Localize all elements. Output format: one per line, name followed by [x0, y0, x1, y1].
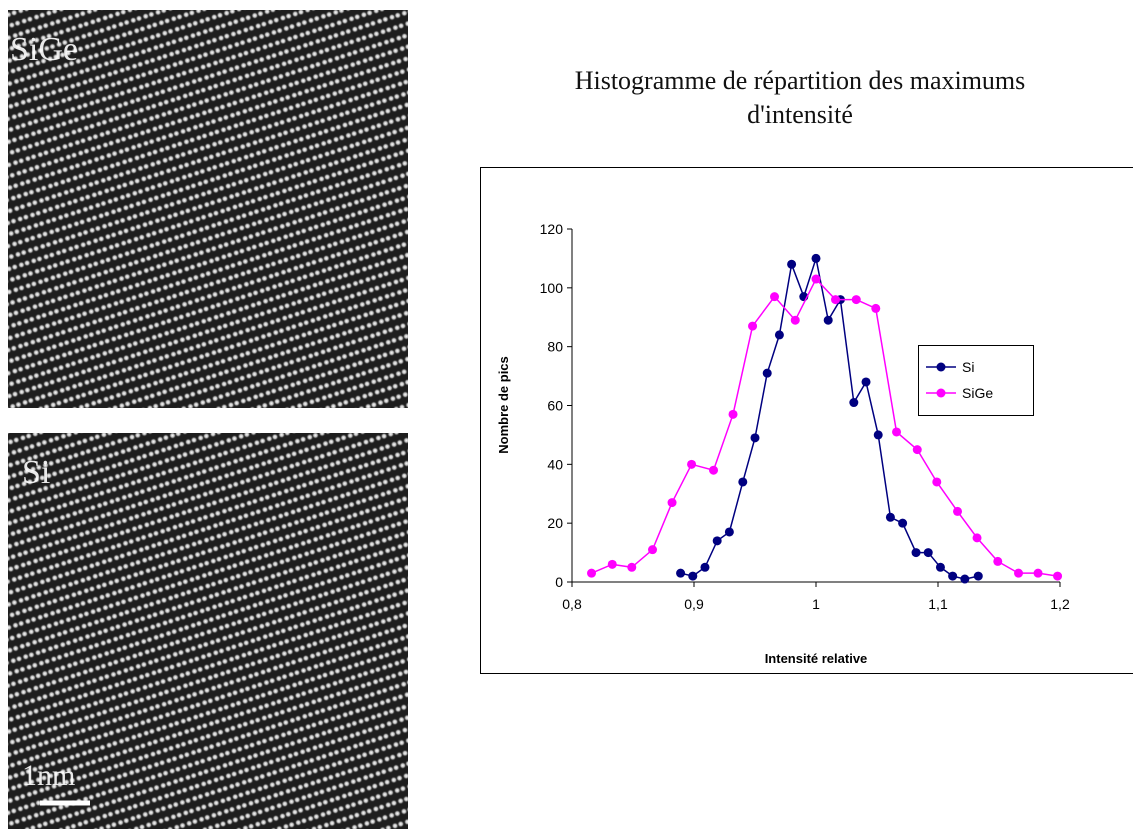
- legend-marker: [936, 388, 946, 398]
- legend-box: [918, 345, 1034, 416]
- data-point: [687, 459, 697, 469]
- data-point: [873, 430, 883, 440]
- data-point: [724, 527, 734, 537]
- x-tick-label: 1,2: [1050, 596, 1070, 612]
- data-point: [948, 571, 958, 581]
- data-point: [770, 292, 780, 302]
- data-point: [762, 368, 772, 378]
- data-point: [831, 295, 841, 305]
- chart-frame: [480, 167, 1133, 674]
- x-tick-label: 0,9: [684, 596, 704, 612]
- y-tick-label: 80: [547, 339, 563, 355]
- image-label: SiGe: [10, 31, 78, 68]
- data-point: [667, 498, 677, 508]
- data-point: [932, 477, 942, 487]
- legend-label: SiGe: [962, 385, 993, 401]
- y-tick-label: 20: [547, 515, 563, 531]
- data-point: [774, 330, 784, 340]
- data-point: [811, 253, 821, 263]
- data-point: [923, 548, 933, 558]
- data-point: [712, 536, 722, 546]
- y-axis-label: Nombre de pics: [496, 356, 511, 454]
- data-point: [871, 303, 881, 313]
- data-point: [811, 274, 821, 284]
- x-tick-label: 1,1: [928, 596, 948, 612]
- image-label: Si: [22, 454, 50, 491]
- data-point: [892, 427, 902, 437]
- data-point: [823, 315, 833, 325]
- data-point: [607, 559, 617, 569]
- data-point: [1033, 568, 1043, 578]
- micrograph: [8, 433, 408, 829]
- data-point: [885, 512, 895, 522]
- data-point: [911, 548, 921, 558]
- data-point: [861, 377, 871, 387]
- data-point: [1014, 568, 1024, 578]
- scale-label: 1nm: [22, 759, 75, 792]
- data-point: [935, 562, 945, 572]
- data-point: [787, 259, 797, 269]
- data-point: [1053, 571, 1063, 581]
- data-point: [898, 518, 908, 528]
- y-tick-label: 60: [547, 398, 563, 414]
- data-point: [728, 409, 738, 419]
- y-tick-label: 0: [555, 574, 563, 590]
- data-point: [851, 295, 861, 305]
- data-point: [993, 556, 1003, 566]
- data-point: [627, 562, 637, 572]
- data-point: [953, 506, 963, 516]
- micrograph: [8, 10, 408, 408]
- data-point: [973, 571, 983, 581]
- data-point: [676, 568, 686, 578]
- data-point: [972, 533, 982, 543]
- legend-label: Si: [962, 359, 974, 375]
- data-point: [748, 321, 758, 331]
- chart-title: Histogramme de répartition des maximums …: [574, 66, 1026, 129]
- y-tick-label: 100: [540, 280, 564, 296]
- data-point: [700, 562, 710, 572]
- data-point: [587, 568, 597, 578]
- data-point: [750, 433, 760, 443]
- x-axis-label: Intensité relative: [765, 651, 868, 666]
- legend-marker: [936, 362, 946, 372]
- data-point: [960, 574, 970, 584]
- series-line: [591, 277, 1058, 577]
- x-tick-label: 0,8: [562, 596, 582, 612]
- x-tick-label: 1: [812, 596, 820, 612]
- data-point: [912, 445, 922, 455]
- data-point: [709, 465, 719, 475]
- data-point: [790, 315, 800, 325]
- y-tick-label: 120: [540, 221, 564, 237]
- y-tick-label: 40: [547, 456, 563, 472]
- data-point: [688, 571, 698, 581]
- data-point: [738, 477, 748, 487]
- data-point: [849, 398, 859, 408]
- data-point: [648, 545, 658, 555]
